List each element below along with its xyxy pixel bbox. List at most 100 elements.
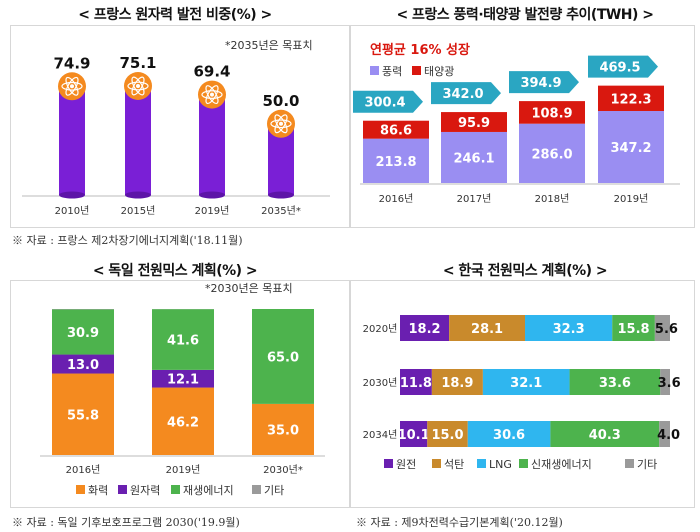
chart3-bar-thermal [152, 387, 214, 455]
chart1-value-label: 75.1 [119, 54, 156, 72]
panel1-title: < 프랑스 원자력 발전 비중(%) > [78, 7, 272, 23]
chart2-segment-label: 108.9 [531, 106, 572, 121]
chart4-bar-coal [431, 369, 483, 395]
chart3-legend-label: 기타 [264, 484, 284, 497]
chart1-bar [59, 82, 85, 195]
chart3-legend-swatch [252, 485, 261, 494]
chart2-bar-wind [363, 138, 429, 183]
chart4-bar-coal [449, 315, 526, 341]
chart2-bar-wind [441, 131, 507, 183]
chart1-x-tick: 2035년* [261, 205, 301, 217]
chart2-x-tick: 2019년 [614, 193, 649, 205]
chart2-legend-solar-label: 태양광 [424, 65, 454, 78]
chart3-bar-nuclear [152, 369, 214, 388]
chart2-x-tick: 2018년 [535, 193, 570, 205]
chart3-legend-swatch [76, 485, 85, 494]
chart3-segment-label: 65.0 [267, 350, 299, 365]
chart3-bar-thermal [52, 373, 114, 455]
chart1-bar-base [268, 191, 294, 199]
chart2-segment-label: 347.2 [610, 141, 651, 156]
chart1-x-tick: 2019년 [195, 205, 230, 217]
chart2-total-label: 394.9 [520, 76, 561, 91]
chart4-legend-swatch [432, 459, 441, 468]
chart3-segment-label: 41.6 [167, 334, 199, 349]
chart2-x-tick: 2017년 [457, 193, 492, 205]
chart3-legend-swatch [171, 485, 180, 494]
chart4-bar-renewable [612, 315, 655, 341]
chart3-x-tick: 2030년* [263, 464, 303, 476]
chart4-segment-label: 3.6 [658, 376, 681, 391]
chart4-segment-label: 18.9 [441, 376, 473, 391]
chart4-bar-lng [482, 369, 570, 395]
chart3-bar-renewable [52, 309, 114, 355]
chart1-x-tick: 2010년 [55, 205, 90, 217]
chart2-total-arrow [431, 82, 501, 105]
chart4-bar-nuclear [400, 315, 450, 341]
chart4-bar-coal [427, 421, 468, 447]
chart2-bar-wind [598, 111, 664, 183]
chart3-bar-thermal [252, 403, 314, 455]
chart3-bar-renewable [152, 309, 214, 370]
chart3-segment-label: 30.9 [67, 326, 99, 341]
chart4-legend-swatch [477, 459, 486, 468]
chart4-segment-label: 33.6 [599, 376, 631, 391]
chart4-segment-label: 4.0 [657, 428, 680, 443]
chart3-segment-label: 35.0 [267, 423, 299, 438]
chart3-legend-label: 재생에너지 [183, 484, 234, 497]
chart2-segment-label: 286.0 [531, 147, 572, 162]
chart4-legend-label: 기타 [637, 458, 657, 471]
chart4-bar-nuclear [400, 421, 428, 447]
chart2-segment-label: 122.3 [610, 92, 651, 107]
chart3-legend-label: 화력 [88, 484, 108, 497]
panel1-source: ※ 자료 : 프랑스 제2차장기에너지계획('18.11월) [12, 234, 243, 247]
chart4-bar-lng [525, 315, 613, 341]
panel1-note: *2035년은 목표치 [225, 39, 313, 52]
chart4-legend-label: LNG [489, 458, 512, 471]
chart2-total-label: 469.5 [599, 61, 640, 76]
chart2-total-arrow [509, 71, 579, 94]
chart4-segment-label: 32.1 [510, 376, 542, 391]
panel2-headline: 연평균 16% 성장 [370, 42, 470, 58]
chart4-legend-swatch [519, 459, 528, 468]
chart2-legend-wind-swatch [370, 66, 379, 75]
chart4-segment-label: 30.6 [493, 428, 525, 443]
chart2-total-arrow [353, 90, 423, 113]
panel3-note: *2030년은 목표치 [205, 282, 293, 295]
chart4-segment-label: 32.3 [553, 322, 585, 337]
chart1-bar [125, 82, 151, 195]
chart2-segment-label: 213.8 [375, 155, 416, 170]
chart1-bar-base [199, 191, 225, 199]
chart3-segment-label: 55.8 [67, 408, 99, 423]
chart4-legend-label: 신재생에너지 [531, 458, 592, 471]
chart2-segment-label: 246.1 [453, 151, 494, 166]
chart4-y-tick: 2030년 [363, 377, 398, 389]
chart3-legend-label: 원자력 [130, 484, 160, 497]
chart2-total-label: 300.4 [364, 96, 405, 111]
chart4-legend-swatch [625, 459, 634, 468]
chart3-x-tick: 2016년 [66, 464, 101, 476]
chart1-bar-base [125, 191, 151, 199]
chart4-y-tick: 2020년 [363, 323, 398, 335]
chart4-segment-label: 15.0 [431, 428, 463, 443]
panel2-title: < 프랑스 풍력·태양광 발전량 추이(TWH) > [396, 7, 654, 23]
chart3-segment-label: 46.2 [167, 415, 199, 430]
chart2-x-tick: 2016년 [379, 193, 414, 205]
atom-icon [198, 80, 226, 109]
chart2-bar-solar [441, 112, 507, 132]
chart3-segment-label: 13.0 [67, 358, 99, 373]
chart4-segment-label: 15.8 [618, 322, 650, 337]
chart2-bar-wind [519, 123, 585, 183]
chart3-bar-renewable [252, 309, 314, 404]
panel4-title: < 한국 전원믹스 계획(%) > [442, 263, 608, 279]
chart4-segment-label: 28.1 [471, 322, 503, 337]
chart4-segment-label: 10.1 [398, 428, 430, 443]
chart1-value-label: 69.4 [193, 63, 230, 81]
chart1-value-label: 74.9 [53, 54, 90, 72]
chart4-bar-other [659, 421, 670, 447]
chart2-segment-label: 95.9 [458, 116, 490, 131]
chart3-segment-label: 12.1 [167, 373, 199, 388]
chart2-total-label: 342.0 [442, 87, 483, 102]
chart2-bar-solar [519, 101, 585, 124]
panel3-title: < 독일 전원믹스 계획(%) > [92, 263, 258, 279]
